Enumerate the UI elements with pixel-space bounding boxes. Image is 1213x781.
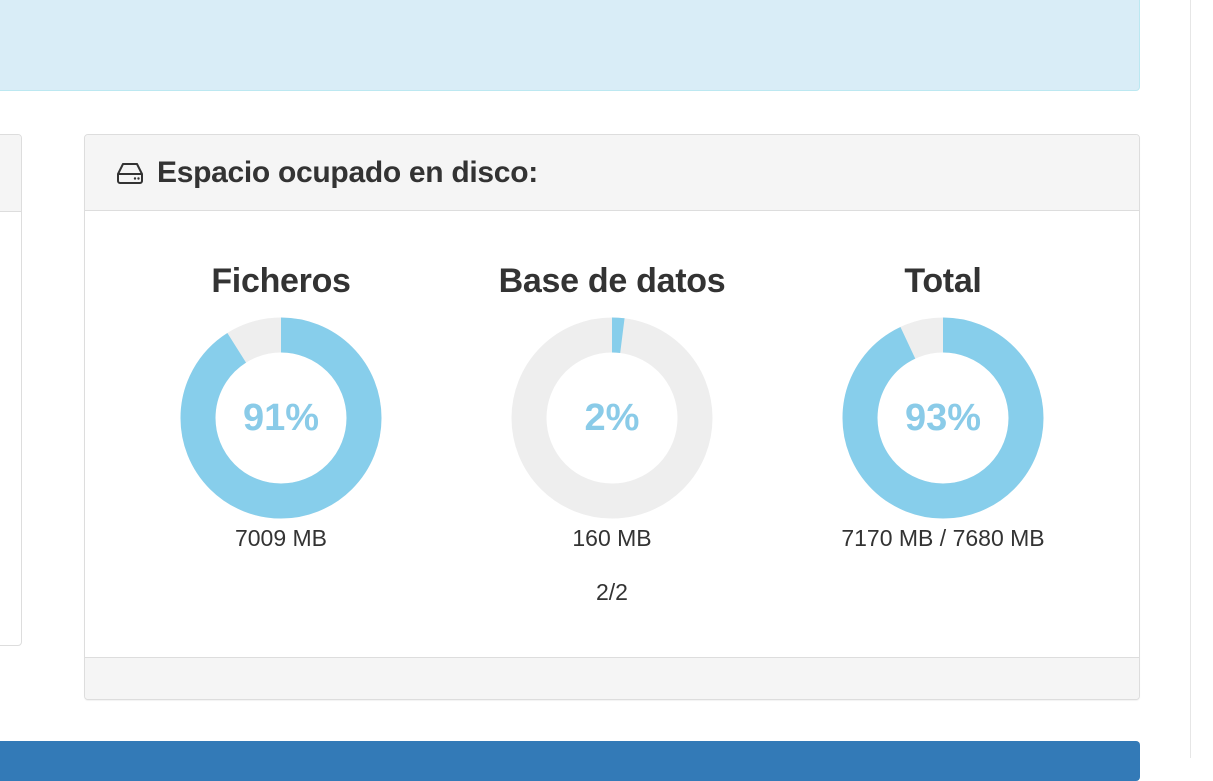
- disk-usage-panel: Espacio ocupado en disco: Ficheros 91% 7…: [84, 134, 1140, 700]
- gauge-size: 160 MB: [572, 525, 652, 551]
- donut-chart: 93%: [842, 317, 1044, 519]
- panel-title: Espacio ocupado en disco:: [157, 155, 538, 189]
- panel-heading: Espacio ocupado en disco:: [85, 135, 1139, 211]
- gauge-size: 7009 MB: [234, 525, 328, 551]
- info-alert: [0, 0, 1140, 91]
- gauge-title: Base de datos: [498, 262, 726, 300]
- next-panel-heading: [0, 741, 1140, 781]
- gauge-title: Total: [904, 262, 982, 300]
- left-panel: [0, 134, 22, 646]
- gauge-total: Total 93% 7170 MB / 7680 MB: [793, 259, 1093, 553]
- gauge-percent: 93%: [904, 396, 982, 439]
- donut-chart: 91%: [180, 317, 382, 519]
- gauge-base-de-datos: Base de datos 2% 160 MB 2/2: [462, 259, 762, 607]
- donut-arc: [511, 317, 713, 519]
- gauge-title: Ficheros: [211, 262, 351, 300]
- donut-arc: [842, 317, 1044, 519]
- panel-footer: [85, 657, 1139, 699]
- gauge-ficheros: Ficheros 91% 7009 MB: [131, 259, 431, 553]
- gauge-count: 2/2: [596, 579, 628, 605]
- hdd-icon: [115, 161, 145, 185]
- donut-arc: [180, 317, 382, 519]
- gauge-percent: 91%: [242, 396, 320, 439]
- gauge-percent: 2%: [584, 396, 640, 439]
- scrollbar-track: [1190, 0, 1191, 758]
- donut-chart: 2%: [511, 317, 713, 519]
- gauge-size: 7170 MB / 7680 MB: [841, 525, 1045, 551]
